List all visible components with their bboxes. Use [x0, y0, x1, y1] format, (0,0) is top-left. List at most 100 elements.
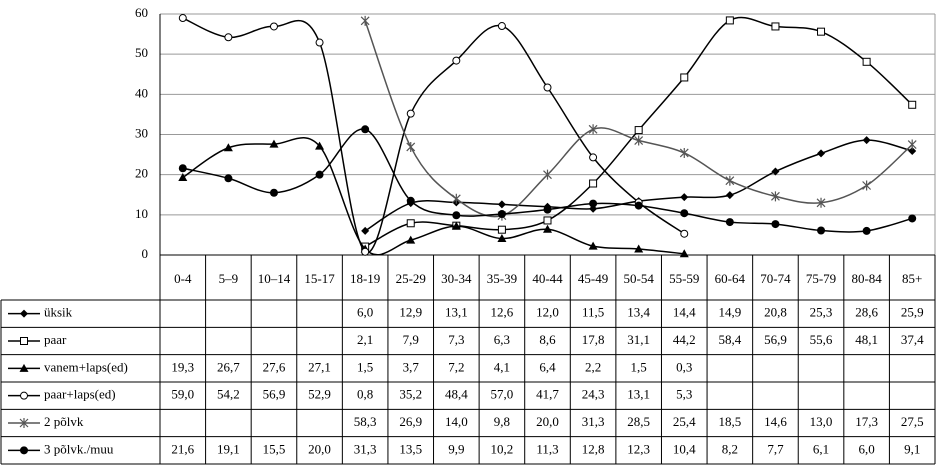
- table-value: 2,1: [357, 332, 373, 347]
- table-value: 5,3: [676, 387, 692, 402]
- table-value: 2,2: [585, 359, 601, 374]
- data-point: [908, 100, 917, 109]
- x-tick-label: 60-64: [715, 271, 746, 286]
- data-point: [680, 193, 689, 202]
- table-value: 7,2: [448, 359, 464, 374]
- legend-marker: [20, 309, 28, 318]
- data-point: [178, 172, 188, 181]
- legend-marker: [19, 418, 29, 428]
- table-value: 19,1: [217, 441, 240, 456]
- legend-label: üksik: [44, 305, 73, 320]
- table-value: 28,5: [627, 414, 650, 429]
- table-value: 54,2: [217, 387, 240, 402]
- y-tick-label: 60: [135, 5, 148, 20]
- table-value: 6,0: [357, 305, 373, 320]
- data-point: [360, 15, 370, 26]
- x-tick-label: 0-4: [174, 271, 192, 286]
- data-point: [315, 141, 325, 150]
- table-value: 56,9: [764, 332, 787, 347]
- table-value: 20,8: [764, 305, 787, 320]
- x-tick-label: 25-29: [396, 271, 426, 286]
- table-value: 59,0: [171, 387, 194, 402]
- data-point: [406, 219, 415, 228]
- data-point: [634, 135, 644, 146]
- data-point: [725, 218, 734, 227]
- table-value: 12,8: [582, 441, 605, 456]
- data-point: [315, 170, 324, 179]
- table-value: 31,3: [582, 414, 605, 429]
- x-tick-label: 10–14: [258, 271, 291, 286]
- table-value: 25,4: [673, 414, 696, 429]
- table-value: 9,8: [494, 414, 510, 429]
- data-point: [452, 56, 461, 65]
- data-point: [589, 153, 598, 162]
- table-value: 20,0: [536, 414, 559, 429]
- data-point: [406, 196, 415, 205]
- legend-marker: [20, 446, 28, 455]
- table-value: 7,7: [767, 441, 784, 456]
- x-tick-label: 70-74: [760, 271, 791, 286]
- table-value: 27,1: [308, 359, 331, 374]
- x-tick-label: 35-39: [487, 271, 517, 286]
- data-point: [497, 22, 506, 31]
- data-point: [862, 180, 872, 191]
- data-point: [361, 226, 370, 235]
- table-value: 4,1: [494, 359, 510, 374]
- data-point: [452, 211, 461, 220]
- table-value: 56,9: [263, 387, 286, 402]
- data-point: [406, 235, 416, 244]
- series-line: [182, 137, 685, 256]
- table-value: 13,1: [627, 387, 650, 402]
- data-point: [451, 193, 461, 204]
- data-point: [771, 22, 780, 31]
- table-value: 10,4: [673, 441, 696, 456]
- x-tick-label: 15-17: [304, 271, 335, 286]
- data-point: [907, 139, 917, 150]
- table-value: 8,6: [539, 332, 556, 347]
- table-value: 12,9: [399, 305, 422, 320]
- table-value: 37,4: [901, 332, 924, 347]
- table-value: 12,3: [627, 441, 650, 456]
- data-point: [543, 169, 552, 180]
- data-point: [680, 73, 689, 82]
- data-point: [315, 38, 324, 47]
- data-point: [497, 200, 506, 209]
- data-point: [816, 197, 826, 208]
- x-tick-label: 85+: [902, 271, 922, 286]
- table-value: 20,0: [308, 441, 331, 456]
- table-value: 0,8: [357, 387, 373, 402]
- legend-label: 3 põlvk./muu: [44, 441, 114, 456]
- table-value: 24,3: [582, 387, 605, 402]
- table-value: 21,6: [171, 441, 194, 456]
- y-tick-label: 50: [135, 45, 148, 60]
- table-value: 6,4: [539, 359, 556, 374]
- data-point: [589, 179, 598, 188]
- data-point: [588, 241, 598, 250]
- table-value: 19,3: [171, 359, 194, 374]
- series-line: [364, 139, 913, 232]
- series-line: [364, 20, 913, 218]
- legend-label: vanem+laps(ed): [44, 359, 128, 374]
- data-point: [224, 174, 233, 183]
- table-value: 3,7: [403, 359, 420, 374]
- table-value: 17,3: [855, 414, 878, 429]
- table-value: 7,3: [448, 332, 464, 347]
- data-point: [771, 191, 780, 202]
- data-point: [862, 136, 871, 145]
- data-point: [269, 22, 278, 31]
- data-point: [543, 83, 552, 92]
- x-tick-label: 55-59: [669, 271, 699, 286]
- data-point: [589, 199, 598, 208]
- table-value: 13,1: [445, 305, 468, 320]
- y-tick-label: 40: [135, 85, 148, 100]
- table-value: 35,2: [399, 387, 422, 402]
- table-value: 44,2: [673, 332, 696, 347]
- data-point: [679, 249, 689, 258]
- data-point: [588, 124, 598, 135]
- data-point: [771, 220, 780, 229]
- x-tick-label: 75-79: [806, 271, 836, 286]
- data-point: [679, 147, 689, 158]
- x-tick-label: 5–9: [219, 271, 239, 286]
- data-point: [361, 247, 370, 256]
- table-value: 13,0: [810, 414, 833, 429]
